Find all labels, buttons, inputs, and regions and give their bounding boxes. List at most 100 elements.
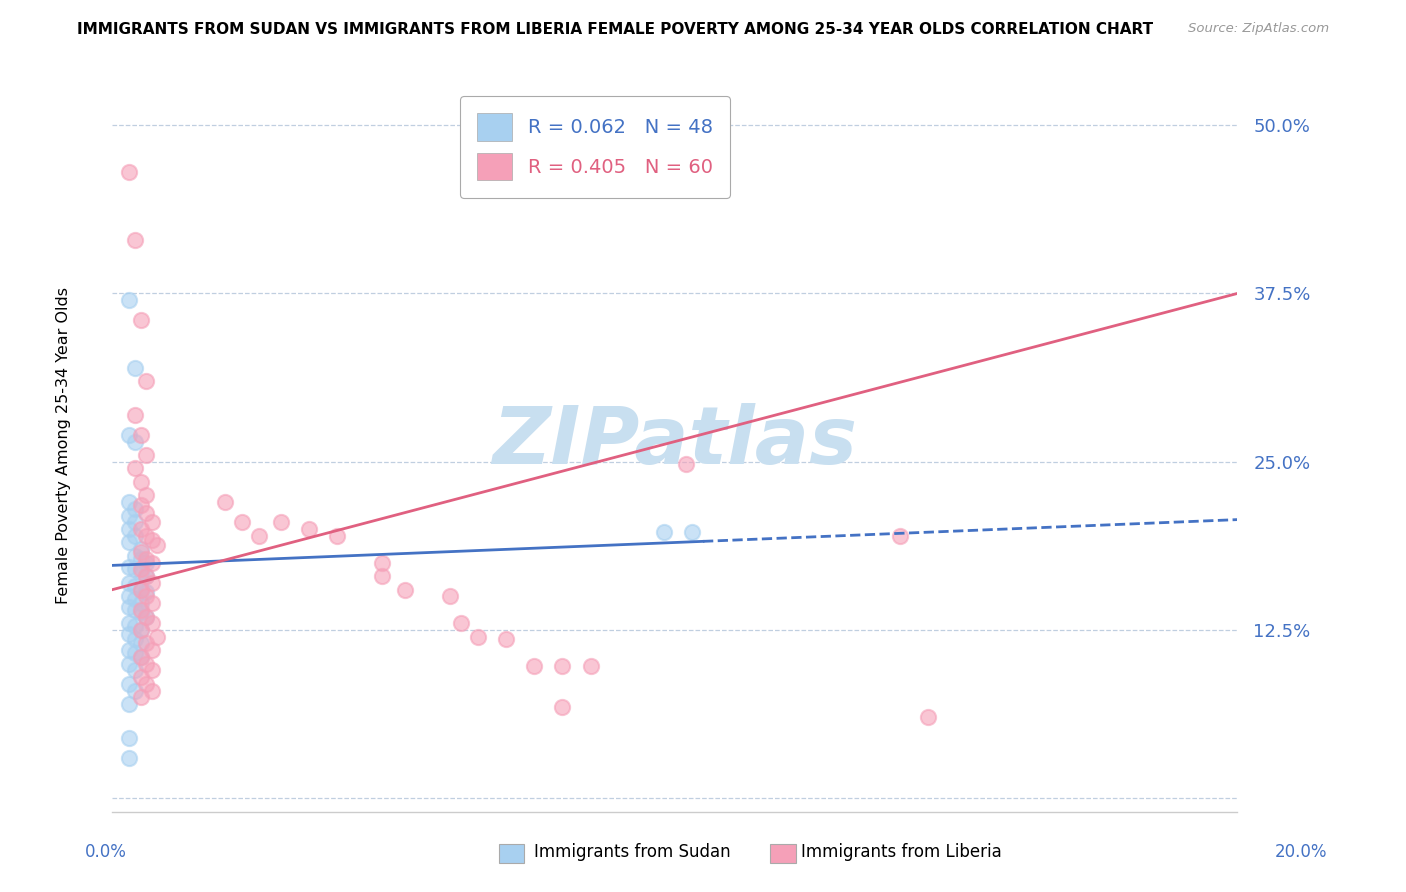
Point [124,360,146,375]
Point [135,657,157,671]
Point [141,664,163,678]
Point [551,659,574,673]
Point [129,582,152,597]
Point [135,374,157,388]
Point [129,522,152,536]
Text: Immigrants from Liberia: Immigrants from Liberia [801,843,1002,861]
Point [118,508,141,523]
Point [124,408,146,422]
Point [129,498,152,512]
Point [135,636,157,650]
Point [129,690,152,705]
Point [124,592,146,607]
Point [129,545,152,559]
Point [118,751,141,765]
Point [129,603,152,617]
Point [135,585,157,599]
Point [118,657,141,671]
Point [124,461,146,475]
Point [129,562,152,576]
Point [118,600,141,615]
Text: IMMIGRANTS FROM SUDAN VS IMMIGRANTS FROM LIBERIA FEMALE POVERTY AMONG 25-34 YEAR: IMMIGRANTS FROM SUDAN VS IMMIGRANTS FROM… [77,22,1153,37]
Legend: R = 0.062   N = 48, R = 0.405   N = 60: R = 0.062 N = 48, R = 0.405 N = 60 [460,95,730,198]
Point [118,495,141,509]
Point [551,699,574,714]
Point [124,578,146,592]
Point [129,596,152,610]
Point [118,590,141,604]
Point [124,664,146,678]
Point [135,590,157,604]
Text: 0.0%: 0.0% [84,843,127,861]
Point [135,506,157,520]
Point [135,488,157,502]
Point [124,683,146,698]
Point [141,643,163,657]
Point [270,516,292,530]
Point [141,575,163,590]
Point [467,630,489,644]
Point [118,697,141,711]
Point [129,623,152,637]
Point [124,562,146,576]
Point [917,710,939,724]
Point [129,475,152,489]
Point [124,632,146,647]
Point [124,646,146,660]
Point [495,632,517,647]
Point [129,565,152,579]
Point [652,524,675,539]
Point [118,627,141,641]
Point [135,569,157,583]
Point [118,559,141,574]
Point [135,677,157,691]
Point [129,649,152,664]
Point [124,529,146,543]
Point [124,603,146,617]
Point [247,529,270,543]
Point [394,582,416,597]
Point [129,551,152,566]
Point [124,233,146,247]
Point [129,636,152,650]
Point [118,575,141,590]
Text: Female Poverty Among 25-34 Year Olds: Female Poverty Among 25-34 Year Olds [56,287,70,605]
Point [124,434,146,449]
Point [141,533,163,547]
Point [146,538,169,552]
Point [146,630,169,644]
Point [118,427,141,442]
Point [118,643,141,657]
Point [675,458,697,472]
Point [118,616,141,631]
Text: Immigrants from Sudan: Immigrants from Sudan [534,843,731,861]
Point [124,501,146,516]
Point [129,542,152,557]
Point [124,516,146,530]
Point [135,448,157,462]
Point [231,516,253,530]
Point [124,549,146,563]
Point [439,590,461,604]
Point [889,529,911,543]
Point [298,522,321,536]
Point [135,529,157,543]
Point [118,731,141,745]
Point [214,495,236,509]
Point [371,569,394,583]
Point [579,659,602,673]
Point [129,606,152,620]
Point [141,516,163,530]
Point [118,293,141,308]
Text: Source: ZipAtlas.com: Source: ZipAtlas.com [1188,22,1329,36]
Point [135,556,157,570]
Point [135,551,157,566]
Point [129,582,152,597]
Point [118,522,141,536]
Point [141,616,163,631]
Point [118,535,141,549]
Point [141,683,163,698]
Point [124,619,146,633]
Point [129,670,152,684]
Point [129,623,152,637]
